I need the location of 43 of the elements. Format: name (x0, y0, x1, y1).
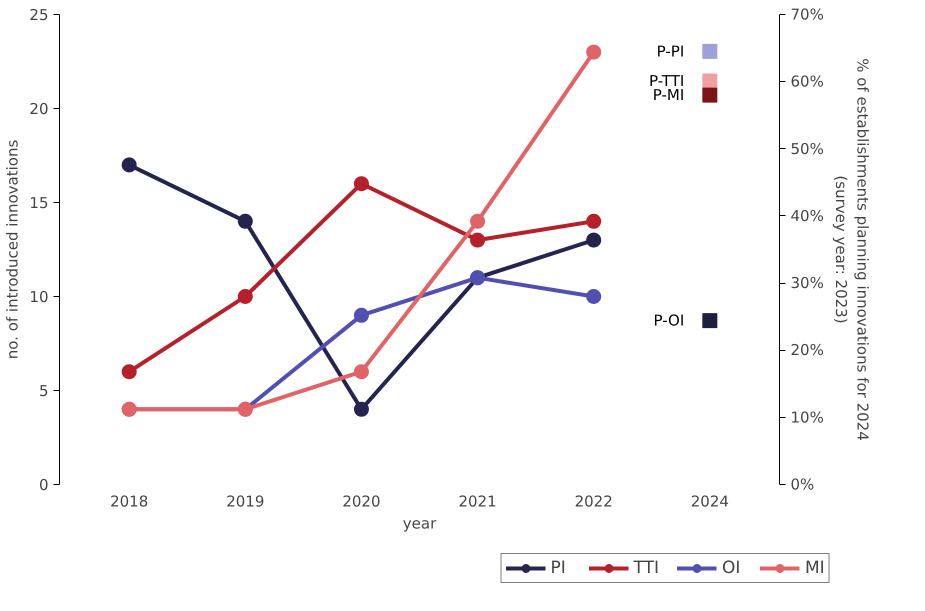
y2-tick-label: 40% (790, 206, 824, 225)
series-label: P-PI (656, 42, 684, 60)
point (354, 308, 369, 323)
y-tick-label: 5 (38, 382, 49, 400)
point (586, 214, 602, 229)
point (586, 232, 602, 248)
series-label: P-OI (654, 312, 684, 330)
y2-axis-title: % of establishments planning innovations for 2024 (survey year: 2023) (832, 58, 872, 441)
y2-tick-label: 50% (790, 140, 824, 158)
legend-label: TTI (634, 558, 659, 578)
y-tick-label: 15 (29, 194, 49, 212)
y2-tick-label: 30% (790, 274, 824, 292)
y-tick-label: 20 (29, 100, 49, 118)
x-tick-label: 2021 (458, 492, 497, 510)
y-tick-label: 10 (29, 288, 49, 306)
y2-tick-label: 70% (790, 6, 824, 24)
point (238, 214, 253, 229)
y2-tick-label: 20% (790, 341, 824, 360)
y2-tick-label: 10% (790, 408, 824, 426)
point (354, 176, 369, 192)
point (470, 214, 486, 229)
point (122, 364, 137, 380)
y-tick-label: 25 (29, 6, 49, 24)
y-tick-label: 0 (38, 476, 49, 494)
x-tick-label: 2019 (226, 492, 264, 510)
point (354, 364, 369, 380)
x-tick-label: 2018 (110, 492, 148, 510)
x-tick-label: 2020 (342, 492, 381, 510)
point (238, 289, 253, 304)
y2-tick-label: 0% (790, 476, 814, 494)
point (470, 232, 486, 248)
y2-tick-label: 60% (790, 72, 824, 91)
point (122, 157, 137, 172)
legend-label: MI (805, 558, 825, 578)
x-tick-label: 2022 (574, 492, 613, 510)
x-tick-label: 2024 (690, 492, 729, 510)
legend-label: OI (722, 558, 742, 578)
point (586, 44, 602, 60)
point (586, 289, 602, 304)
legend-label: PI (550, 558, 567, 578)
x-axis-title: year (402, 514, 438, 532)
point (354, 402, 369, 417)
y-axis-title: no. of introduced innovations (3, 140, 22, 360)
